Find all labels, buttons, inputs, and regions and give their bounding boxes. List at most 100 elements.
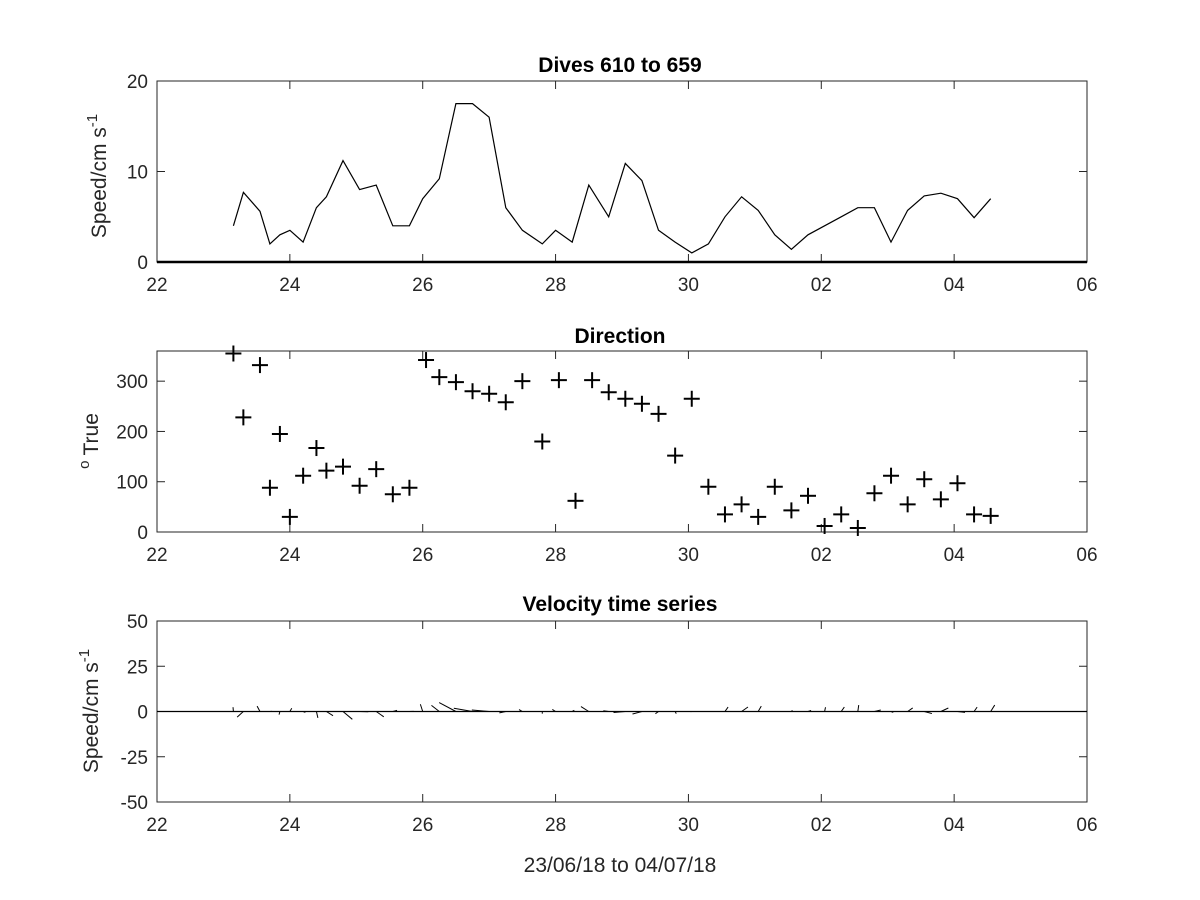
direction-point	[783, 502, 800, 519]
velocity-stick	[791, 710, 793, 712]
direction-point	[866, 485, 883, 502]
velocity-stick	[375, 711, 385, 718]
velocity-stick	[392, 709, 398, 712]
direction-y-axis-label: oTrue	[76, 413, 103, 469]
velocity-stick	[824, 707, 826, 712]
direction-point	[683, 390, 700, 407]
direction-point	[308, 440, 325, 457]
direction-x-tick-label: 30	[678, 545, 699, 566]
velocity-y-tick-label: -50	[121, 793, 148, 814]
velocity-stick	[256, 705, 261, 712]
speed-x-tick-label: 06	[1076, 275, 1097, 296]
direction-point	[716, 506, 733, 523]
direction-point	[261, 479, 278, 496]
velocity-x-tick-label: 28	[545, 815, 566, 836]
direction-point	[335, 458, 351, 475]
velocity-stick	[924, 711, 933, 715]
direction-axes-box	[156, 350, 1088, 533]
direction-x-tick-label: 26	[412, 545, 433, 566]
direction-point	[514, 373, 531, 390]
direction-point	[401, 479, 418, 496]
direction-point	[849, 519, 866, 536]
velocity-stick	[857, 704, 860, 712]
velocity-stick	[613, 711, 626, 714]
velocity-stick	[326, 711, 334, 717]
velocity-stick	[580, 706, 590, 712]
speed-x-tick-label: 24	[279, 275, 301, 296]
velocity-stick	[571, 709, 575, 712]
direction-point	[932, 491, 949, 508]
velocity-stick	[518, 709, 523, 712]
direction-point	[700, 478, 717, 495]
direction-point	[899, 496, 916, 513]
direction-point	[750, 508, 767, 525]
velocity-x-tick-label: 24	[279, 815, 301, 836]
speed-x-tick-label: 04	[944, 275, 966, 296]
direction-point	[318, 462, 335, 479]
x-axis-label: 23/06/18 to 04/07/18	[524, 854, 717, 877]
velocity-stick	[278, 711, 281, 715]
direction-x-tick-label: 24	[279, 545, 301, 566]
direction-point	[567, 492, 584, 509]
velocity-stick	[674, 711, 677, 714]
direction-x-tick-label: 04	[944, 545, 966, 566]
velocity-x-tick-label: 02	[811, 815, 832, 836]
velocity-stick	[471, 709, 490, 712]
direction-x-tick-label: 02	[811, 545, 832, 566]
direction-point	[833, 506, 850, 523]
velocity-stick	[890, 711, 894, 713]
direction-x-tick-label: 22	[146, 545, 167, 566]
direction-point	[650, 405, 667, 422]
direction-point	[235, 409, 252, 426]
direction-point	[271, 425, 288, 442]
velocity-stick	[632, 711, 643, 715]
direction-point	[351, 477, 368, 494]
direction-point	[295, 467, 312, 484]
velocity-stick	[438, 702, 457, 712]
velocity-stick	[431, 704, 440, 712]
velocity-stick	[840, 706, 845, 712]
velocity-y-tick-label: -25	[121, 748, 148, 769]
speed-panel: Dives 610 to 659 Speed/cm s-1 22 24 26 28 30…	[84, 54, 1098, 296]
velocity-stick	[603, 710, 609, 712]
velocity-stick	[315, 711, 319, 718]
velocity-stick	[907, 707, 914, 712]
direction-point	[982, 507, 999, 524]
speed-y-tick-label: 10	[127, 163, 148, 184]
velocity-x-tick-label: 04	[944, 815, 966, 836]
direction-point	[384, 486, 401, 503]
velocity-y-tick-label: 25	[127, 657, 148, 678]
direction-point	[225, 345, 242, 362]
velocity-stick	[499, 711, 506, 714]
direction-point	[667, 447, 684, 464]
speed-y-tick-label: 0	[137, 253, 148, 274]
direction-x-tick-label: 06	[1076, 545, 1097, 566]
velocity-stick	[289, 707, 293, 712]
direction-point	[816, 517, 833, 534]
direction-point	[251, 357, 268, 374]
direction-point	[418, 352, 435, 369]
speed-y-axis-label: Speed/cm s-1	[84, 114, 111, 238]
direction-point	[733, 496, 750, 513]
direction-y-tick-label: 100	[116, 473, 148, 494]
velocity-stick	[724, 706, 729, 712]
direction-point	[883, 467, 900, 484]
direction-point	[766, 478, 783, 495]
speed-x-tick-label: 28	[545, 275, 566, 296]
velocity-stick	[957, 711, 966, 713]
velocity-stick	[973, 706, 978, 712]
velocity-stick	[807, 710, 812, 712]
speed-x-tick-label: 02	[811, 275, 832, 296]
direction-point	[431, 369, 448, 386]
velocity-x-tick-label: 26	[412, 815, 433, 836]
velocity-stick	[552, 709, 556, 712]
velocity-stick	[940, 707, 949, 712]
direction-point	[584, 372, 601, 389]
direction-point	[600, 384, 617, 401]
direction-point	[464, 383, 481, 400]
velocity-y-tick-label: 50	[127, 612, 148, 633]
velocity-stick	[741, 706, 749, 712]
direction-point	[949, 475, 966, 492]
direction-point	[966, 506, 983, 523]
